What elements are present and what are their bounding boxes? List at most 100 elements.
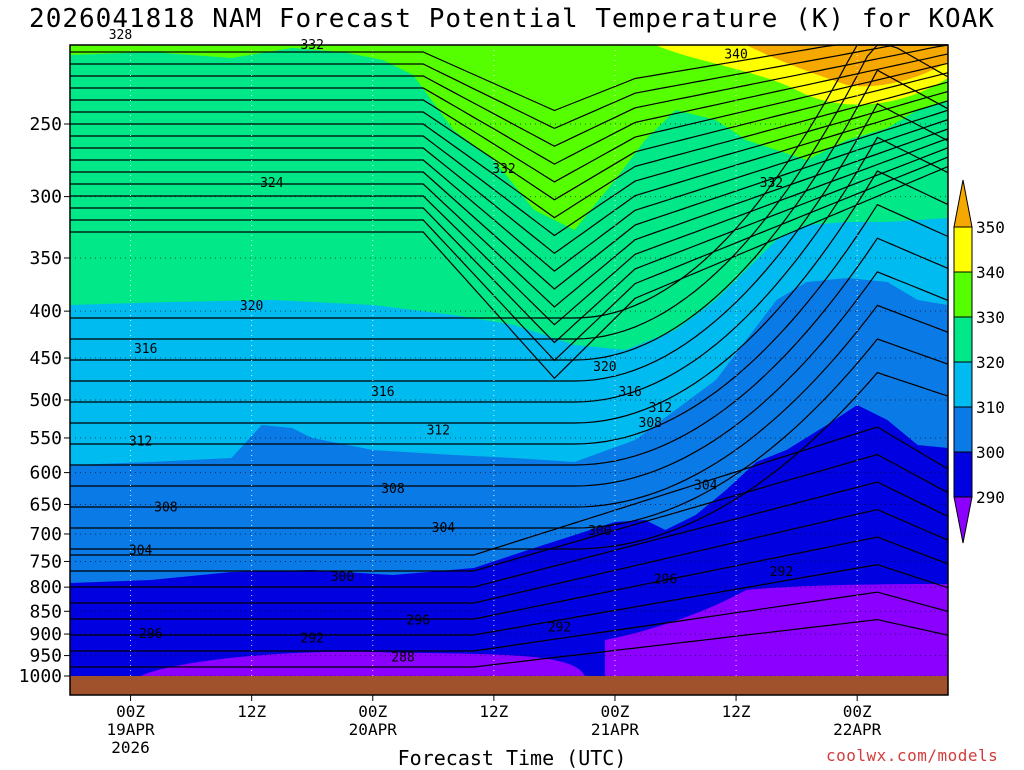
contour-upper-5: [70, 72, 949, 201]
contour-upper-0: [70, 44, 948, 112]
contour-upper-3: [70, 53, 949, 165]
contour-label-312: 312: [129, 435, 152, 450]
y-tick-label-700: 700: [29, 524, 62, 545]
contour-mid-9: [70, 304, 949, 508]
contour-label-300: 300: [331, 570, 354, 585]
contour-mid-10: [70, 338, 949, 529]
contour-label-308: 308: [381, 482, 404, 497]
contour-upper-11: [70, 128, 949, 308]
contour-mid-8: [70, 271, 949, 487]
contour-label-296: 296: [654, 573, 677, 588]
y-tick-label-600: 600: [29, 463, 62, 484]
contour-low-1: [70, 453, 949, 572]
contour-upper-15: [70, 165, 949, 380]
y-tick-label-900: 900: [29, 624, 62, 645]
contour-lines: [70, 44, 949, 668]
fill-below-290-a: [140, 651, 585, 676]
colorbar-swatch-6: [953, 451, 973, 498]
contour-low-2: [70, 481, 949, 588]
fill-below-290-b: [604, 584, 948, 676]
contour-mid-2: [70, 69, 949, 361]
y-tick-label-250: 250: [29, 114, 62, 135]
contour-label-304: 304: [694, 479, 718, 494]
contour-mid-3: [70, 102, 949, 382]
y-tick-label-550: 550: [29, 428, 62, 449]
contour-label-316: 316: [371, 385, 394, 400]
contour-mid-11: [70, 371, 949, 550]
colorbar-label-330: 330: [976, 308, 1005, 327]
ground-strip: [70, 676, 948, 695]
y-tick-label-450: 450: [29, 348, 62, 369]
contour-upper-7: [70, 90, 949, 237]
x-tick-label-6-1: 19APR: [106, 720, 155, 739]
contour-upper-1: [70, 44, 948, 130]
contour-upper-8: [70, 100, 949, 255]
colorbar-label-340: 340: [976, 263, 1005, 282]
contour-upper-2: [70, 44, 949, 147]
contour-upper-13: [70, 147, 949, 344]
y-tick-label-750: 750: [29, 551, 62, 572]
x-tick-label-54-0: 00Z: [601, 702, 630, 721]
colorbar-swatch-5: [953, 406, 973, 453]
contour-label-292: 292: [770, 565, 793, 580]
x-tick-label-6-0: 00Z: [116, 702, 145, 721]
credit-link[interactable]: coolwx.com/models: [826, 746, 999, 765]
plot-frame: [69, 44, 949, 696]
colorbar-swatch-3: [953, 316, 973, 363]
y-tick-label-500: 500: [29, 390, 62, 411]
y-tick-label-400: 400: [29, 301, 62, 322]
contour-labels: 3283323443403243323323203163203163163123…: [109, 0, 794, 666]
colorbar-label-310: 310: [976, 398, 1005, 417]
contour-low-4: [70, 536, 949, 620]
contour-label-340: 340: [724, 48, 747, 63]
contour-label-332: 332: [760, 176, 783, 191]
contour-low-0: [70, 426, 949, 556]
contour-label-332: 332: [492, 162, 515, 177]
contour-label-296: 296: [139, 627, 162, 642]
x-tick-label-30-1: 20APR: [349, 720, 398, 739]
x-tick-label-6-2: 2026: [111, 738, 150, 757]
contour-label-328: 328: [109, 28, 132, 43]
colorbar-label-350: 350: [976, 218, 1005, 237]
contour-low-6: [70, 591, 949, 652]
colorbar-label-320: 320: [976, 353, 1005, 372]
contour-mid-0: [70, 44, 948, 319]
y-tick-label-800: 800: [29, 577, 62, 598]
contour-upper-9: [70, 109, 949, 272]
contour-mid-7: [70, 237, 949, 466]
colorbar-swatch-1: [953, 226, 973, 273]
contour-upper-14: [70, 156, 949, 362]
contour-mid-5: [70, 170, 949, 424]
contour-upper-6: [70, 81, 949, 219]
chart-title: 2026041818 NAM Forecast Potential Temper…: [29, 4, 995, 34]
x-tick-label-66-0: 12Z: [722, 702, 751, 721]
colorbar-top-arrow: [953, 179, 973, 228]
contour-low-7: [70, 618, 949, 668]
colorbar-swatch-4: [953, 361, 973, 408]
x-tick-label-30-0: 00Z: [358, 702, 387, 721]
contour-label-304: 304: [129, 544, 153, 559]
gridlines-x: [130, 45, 858, 676]
colorbar: 350 340 330 320 310 300 290: [953, 179, 1005, 544]
contour-label-304: 304: [432, 521, 456, 536]
colorbar-bottom-arrow: [953, 496, 973, 544]
contour-mid-4: [70, 136, 949, 403]
x-tick-label-54-1: 21APR: [591, 720, 640, 739]
contour-low-3: [70, 508, 949, 604]
contour-label-316: 316: [134, 342, 157, 357]
contour-label-320: 320: [240, 299, 263, 314]
contour-label-308: 308: [154, 501, 177, 516]
contour-fills: [70, 45, 948, 676]
contour-label-292: 292: [300, 631, 323, 646]
contour-label-300: 300: [588, 524, 611, 539]
y-tick-label-350: 350: [29, 248, 62, 269]
contour-low-5: [70, 563, 949, 636]
contour-label-296: 296: [406, 614, 429, 629]
contour-label-312: 312: [427, 424, 450, 439]
colorbar-swatch-2: [953, 271, 973, 318]
contour-mid-6: [70, 203, 949, 445]
contour-label-344: 344: [724, 0, 748, 1]
contour-label-308: 308: [639, 416, 662, 431]
